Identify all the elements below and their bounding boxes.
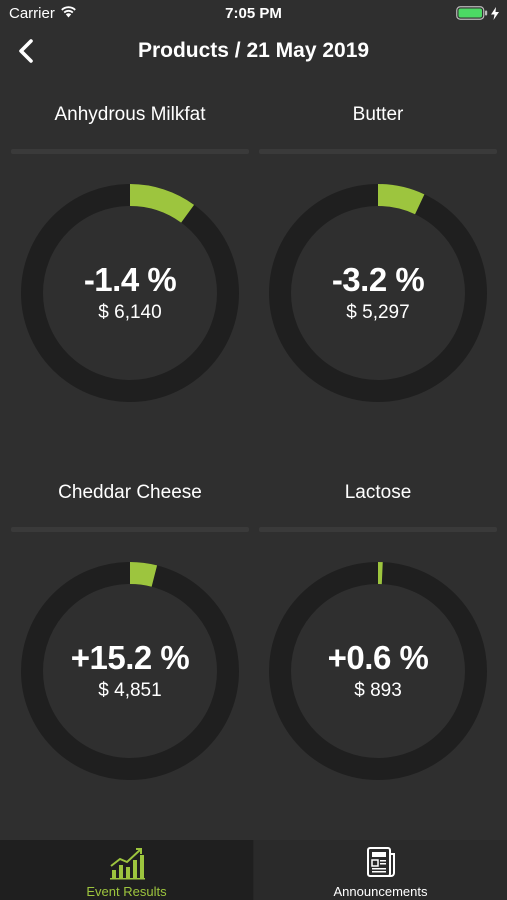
tab-label: Event Results — [86, 884, 167, 899]
newspaper-icon — [365, 846, 397, 883]
donut-chart: -3.2 % $ 5,297 — [259, 174, 497, 412]
percent-change: -1.4 % — [83, 261, 177, 298]
donut-arc — [21, 562, 239, 780]
price-value: $ 6,140 — [98, 302, 162, 323]
tab-bar: Event Results Announcements — [0, 840, 507, 900]
price-value: $ 4,851 — [98, 680, 162, 701]
card-divider — [259, 149, 497, 154]
donut-chart: -1.4 % $ 6,140 — [11, 174, 249, 412]
status-time: 7:05 PM — [225, 5, 282, 22]
carrier-label: Carrier — [9, 5, 55, 22]
product-name: Butter — [352, 104, 404, 125]
status-bar: Carrier 7:05 PM — [0, 0, 507, 28]
back-button[interactable] — [10, 36, 44, 70]
page-title: Products / 21 May 2019 — [137, 39, 370, 62]
product-name: Lactose — [344, 482, 412, 503]
product-name: Anhydrous Milkfat — [54, 104, 206, 125]
tab-announcements[interactable]: Announcements — [254, 840, 507, 900]
charging-bolt-icon — [491, 6, 499, 24]
percent-change: +0.6 % — [327, 639, 429, 676]
tab-event-results[interactable]: Event Results — [0, 840, 253, 900]
price-value: $ 893 — [354, 680, 402, 701]
donut-arc — [269, 562, 487, 780]
percent-change: -3.2 % — [331, 261, 425, 298]
card-divider — [11, 149, 249, 154]
navigation-bar: Products / 21 May 2019 — [0, 28, 507, 78]
card-divider — [259, 527, 497, 532]
donut-chart: +0.6 % $ 893 — [259, 552, 497, 790]
tab-label: Announcements — [333, 884, 428, 899]
battery-icon — [456, 6, 488, 24]
battery-indicator — [456, 6, 499, 24]
bar-chart-icon — [109, 846, 145, 885]
donut-arc — [21, 184, 239, 402]
product-name: Cheddar Cheese — [58, 482, 202, 503]
percent-change: +15.2 % — [70, 639, 190, 676]
wifi-icon — [60, 5, 77, 22]
price-value: $ 5,297 — [346, 302, 410, 323]
chevron-left-icon — [16, 38, 38, 69]
donut-chart: +15.2 % $ 4,851 — [11, 552, 249, 790]
donut-arc — [269, 184, 487, 402]
card-divider — [11, 527, 249, 532]
status-carrier: Carrier — [9, 5, 77, 22]
